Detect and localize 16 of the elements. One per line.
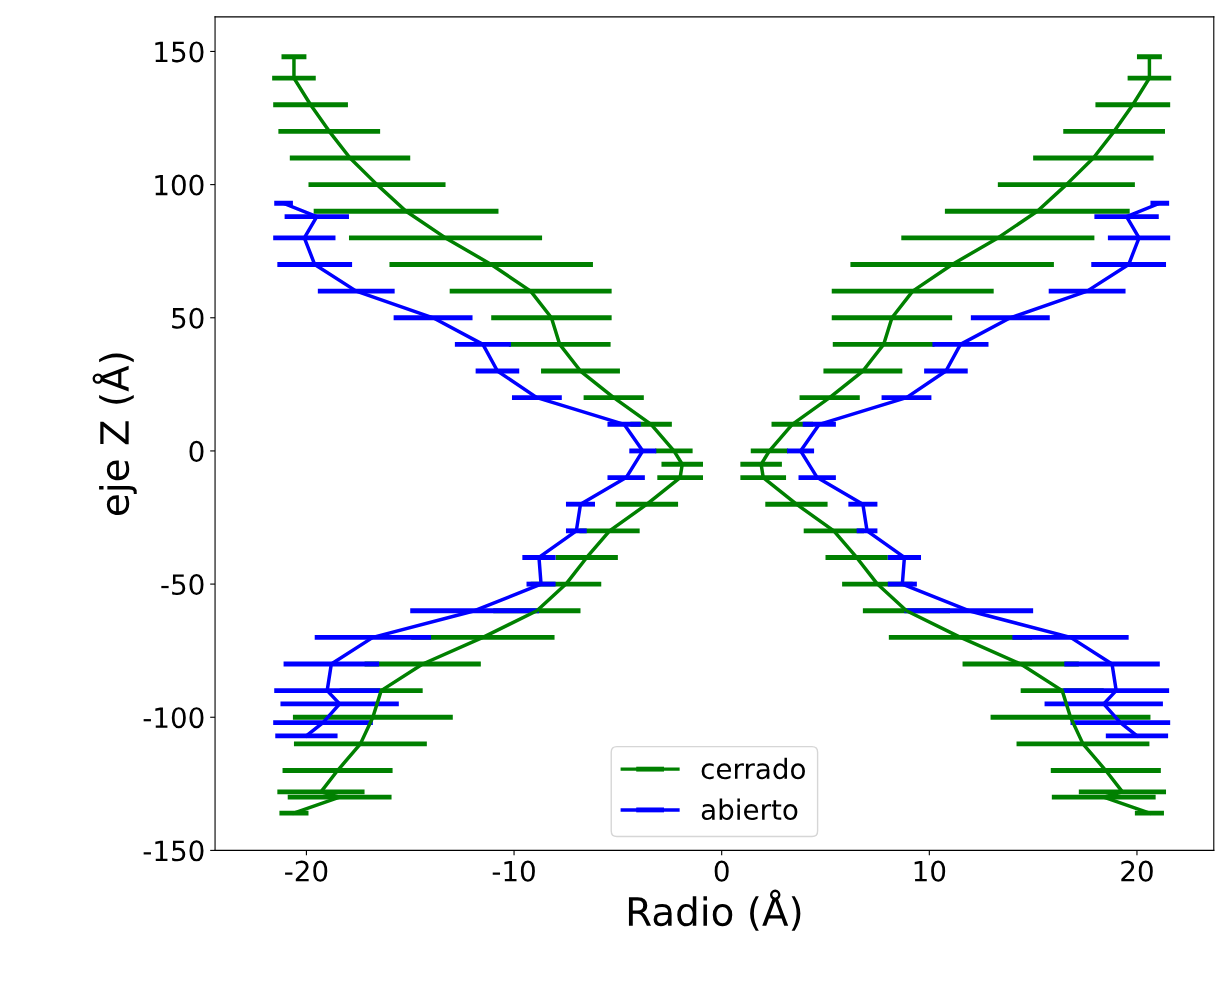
x-tick-label: 0 xyxy=(714,860,729,882)
x-tick-label: 10 xyxy=(914,860,946,882)
y-tick-label: -100 xyxy=(143,707,204,729)
legend-label: cerrado xyxy=(701,757,805,780)
y-tick-label: 100 xyxy=(155,174,204,196)
y-axis-title: eje Z (Å) xyxy=(92,353,137,515)
y-tick-label: -150 xyxy=(143,840,204,862)
y-tick-label: 150 xyxy=(155,41,204,63)
y-tick-label: 50 xyxy=(172,307,204,329)
legend-label: abierto xyxy=(701,798,798,821)
x-axis-title: Radio (Å) xyxy=(628,889,801,931)
x-tick-label: -10 xyxy=(492,860,535,882)
y-tick-label: 0 xyxy=(189,440,204,462)
x-tick-label: -20 xyxy=(285,860,328,882)
y-tick-label: -50 xyxy=(161,574,204,596)
x-tick-label: 20 xyxy=(1121,860,1153,882)
